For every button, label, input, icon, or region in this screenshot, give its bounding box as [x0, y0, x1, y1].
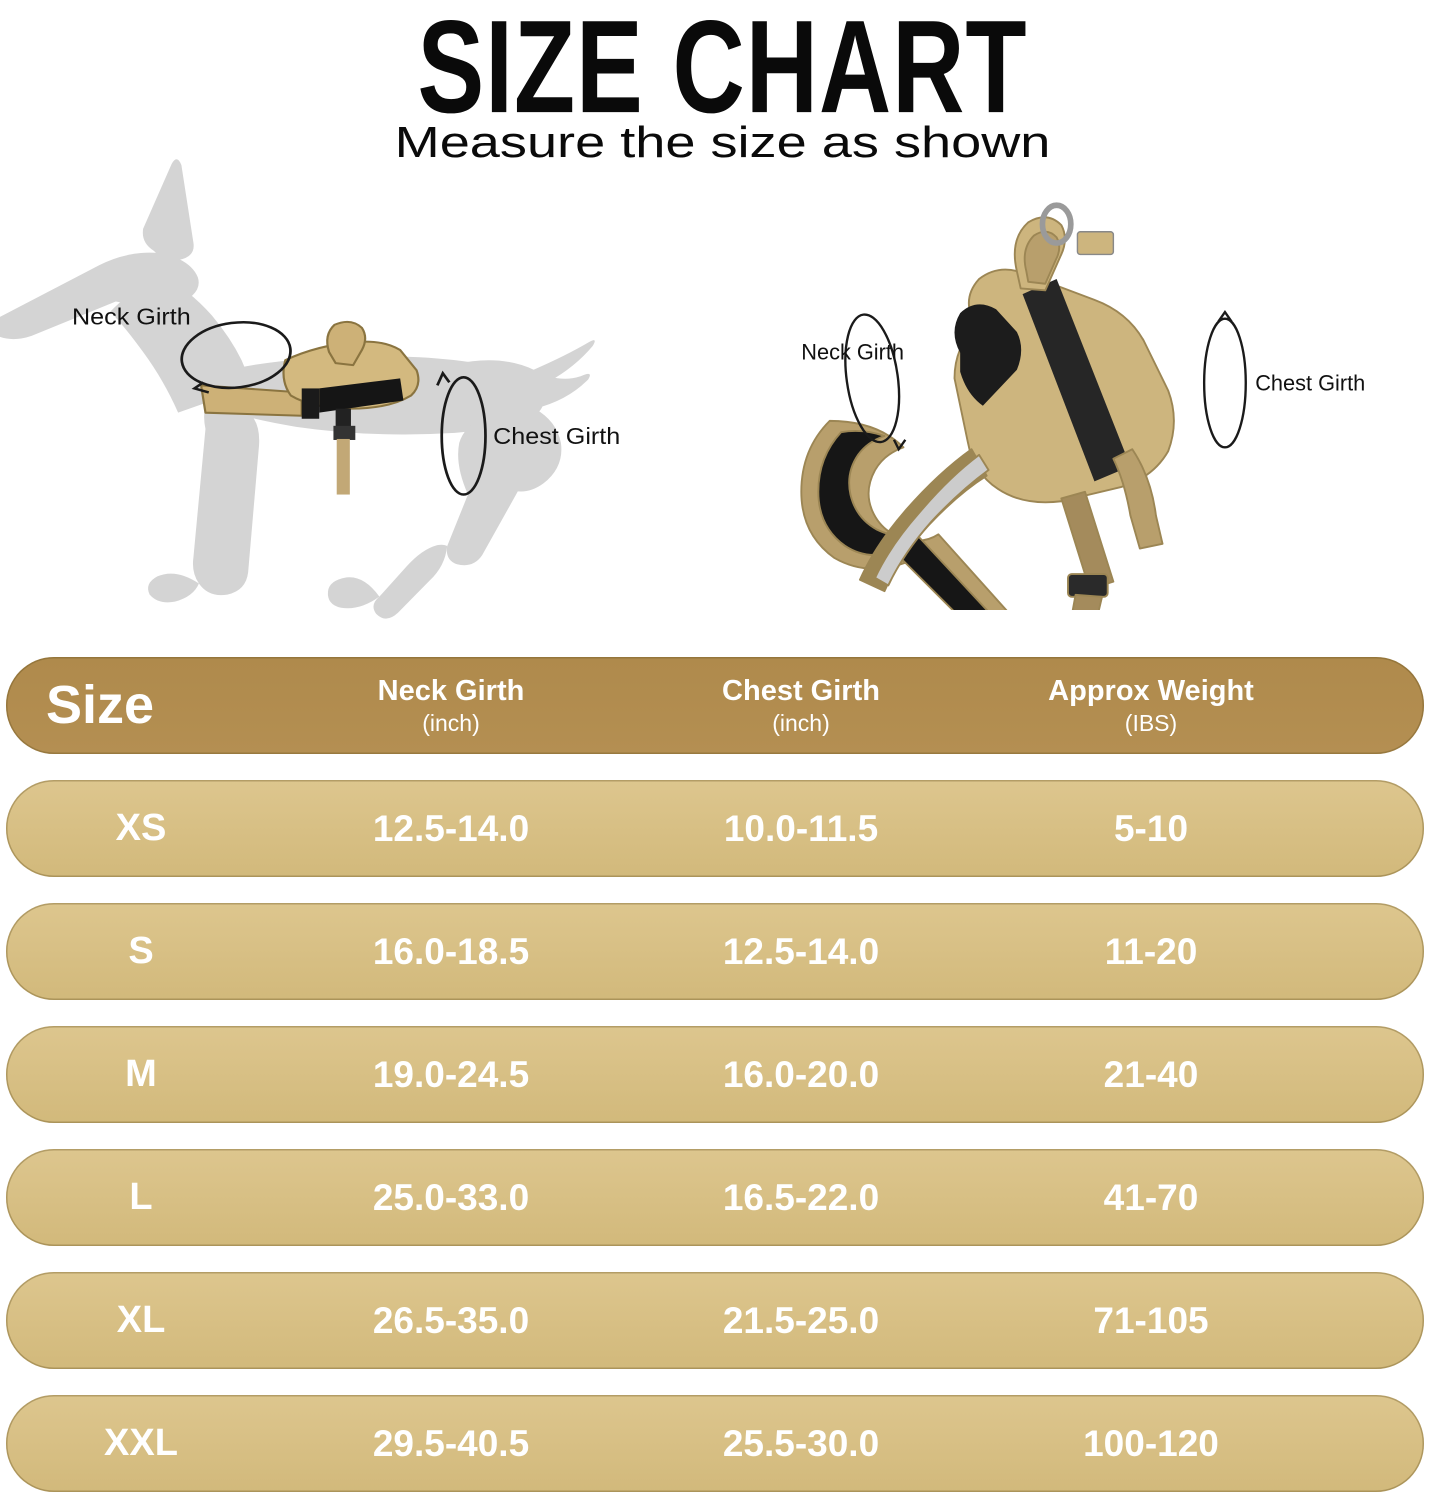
- svg-text:Neck Girth: Neck Girth: [72, 305, 191, 331]
- svg-text:Chest Girth: Chest Girth: [1255, 371, 1365, 396]
- svg-text:Neck Girth: Neck Girth: [801, 339, 904, 364]
- svg-text:Chest Girth: Chest Girth: [493, 424, 620, 450]
